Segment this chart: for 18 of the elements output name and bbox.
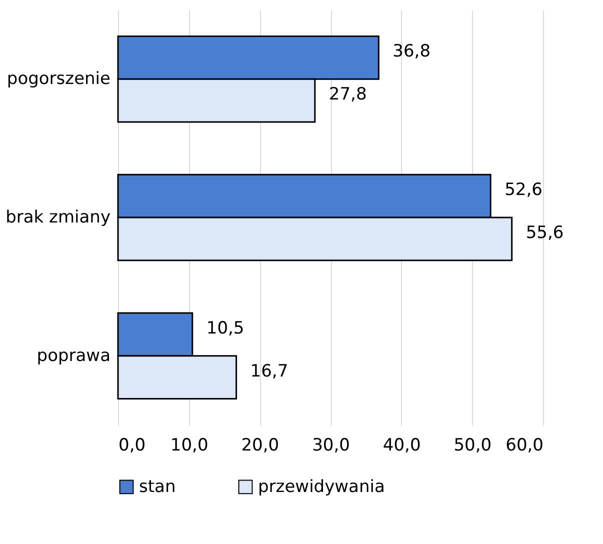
x-tick-label: 40,0 xyxy=(382,436,421,456)
y-tick-label: brak zmiany xyxy=(6,208,110,228)
data-label: 36,8 xyxy=(392,42,431,62)
x-tick-label: 50,0 xyxy=(454,436,492,456)
x-tick-label: 30,0 xyxy=(312,436,350,456)
data-label: 10,5 xyxy=(206,318,244,338)
legend-label: przewidywania xyxy=(258,476,385,497)
x-tick-label: 0,0 xyxy=(118,436,146,456)
x-tick-label: 10,0 xyxy=(170,436,208,456)
data-label: 55,6 xyxy=(526,222,564,243)
data-label: 27,8 xyxy=(328,84,367,105)
data-label: 16,7 xyxy=(250,361,288,382)
data-label: 52,6 xyxy=(504,180,542,200)
x-tick-label: 60,0 xyxy=(506,436,544,456)
x-tick-label: 20,0 xyxy=(241,436,280,456)
y-tick-label: poprawa xyxy=(36,346,110,366)
legend-label: stan xyxy=(139,476,176,497)
y-tick-label: pogorszenie xyxy=(6,69,110,90)
